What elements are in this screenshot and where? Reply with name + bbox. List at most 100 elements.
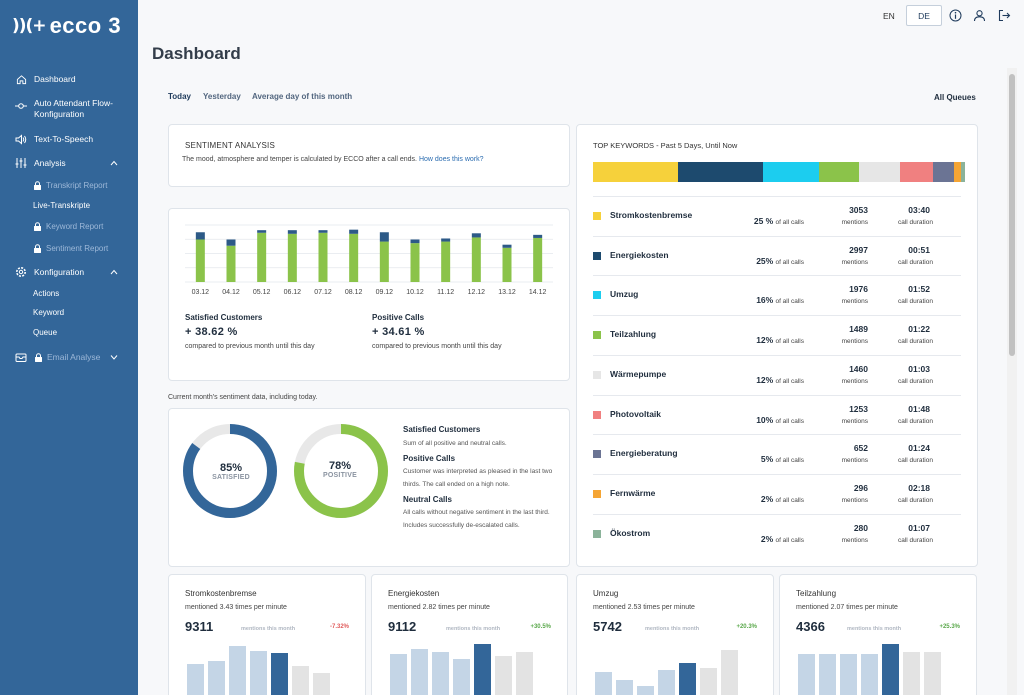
tab-yesterday[interactable]: Yesterday [203, 92, 241, 101]
lock-icon [34, 244, 41, 253]
queue-filter[interactable]: All Queues [934, 93, 976, 102]
sidebar-item-label: Email Analyse [47, 352, 101, 362]
keyword-duration: 00:51 [908, 244, 930, 255]
keyword-duration-label: call duration [897, 417, 933, 425]
keyword-share-segment [961, 162, 965, 182]
sidebar-item-email-analyse[interactable]: Email Analyse [0, 351, 138, 363]
mini-card-value: 9311 [185, 619, 214, 634]
sentiment-title: SENTIMENT ANALYSIS [185, 141, 275, 150]
keyword-duration: 02:18 [908, 482, 930, 493]
keyword-row[interactable]: Wärmepumpe 12% of all calls 1460 mentions 01… [593, 354, 961, 395]
lock-icon [34, 222, 41, 231]
keyword-mentions-label: mentions [841, 338, 868, 346]
logo[interactable]: ))(+ ecco 3 [12, 13, 121, 39]
mini-bar [819, 654, 836, 695]
positive-donut-pct: 78% [328, 460, 352, 472]
keyword-share-strip [593, 162, 965, 182]
keyword-name: Energiekosten [610, 249, 669, 260]
keyword-row[interactable]: Energieberatung 5% of all calls 652 mention… [593, 434, 961, 474]
logout-icon[interactable] [998, 9, 1011, 22]
logo-text: ecco 3 [49, 13, 122, 38]
keyword-row[interactable]: Umzug 16% of all calls 1976 mentions 01:52 ca… [593, 275, 961, 315]
keyword-mini-card[interactable]: Umzug mentioned 2.53 times per minute 5742… [576, 574, 774, 695]
keyword-row[interactable]: Energiekosten 25% of all calls 2997 mention… [593, 235, 961, 276]
keyword-row[interactable]: Ökostrom 2% of all calls 280 mentions 01:07 c… [593, 513, 961, 554]
how-does-this-work-link[interactable]: How does this work? [418, 156, 484, 163]
keyword-percent: 25% of all calls [756, 256, 804, 266]
sidebar-item-label: Text-To-Speech [34, 134, 94, 144]
sidebar-item-konfiguration[interactable]: Konfiguration [0, 266, 138, 278]
sidebar-item-dashboard[interactable]: Dashboard [0, 73, 138, 85]
positive-donut-label: POSITIVE [323, 472, 357, 479]
lock-icon [34, 181, 41, 190]
mini-card-delta: +20.3% [736, 624, 757, 630]
keyword-percent-label: of all calls [775, 496, 804, 504]
keyword-duration-label: call duration [897, 536, 933, 544]
keyword-row[interactable]: Photovoltaik 10% of all calls 1253 mentions… [593, 394, 961, 435]
keyword-color-square [593, 370, 601, 379]
keyword-mini-card[interactable]: Stromkostenbremse mentioned 3.43 times pe… [168, 574, 366, 695]
keyword-mentions-label: mentions [841, 377, 868, 385]
bar-blue [441, 238, 451, 242]
keyword-percent-label: of all calls [775, 219, 804, 226]
keyword-percent-value: 5% [760, 454, 774, 465]
donut-card: 85% SATISFIED 78% POSITIVE Satisfied Cus… [168, 408, 570, 567]
bar-blue [318, 230, 328, 233]
sidebar-item-label: Auto Attendant Flow-Konfiguration [34, 98, 113, 119]
mini-bar [516, 652, 533, 695]
mini-card-value: 5742 [593, 619, 622, 634]
speaker-icon [15, 133, 27, 145]
keyword-duration: 01:22 [908, 324, 930, 335]
lang-de-button[interactable]: DE [906, 5, 942, 26]
legend-neutral-title: Neutral Calls [403, 495, 452, 504]
sliders-icon [15, 157, 27, 169]
keyword-duration: 01:03 [908, 363, 930, 374]
keyword-row[interactable]: Fernwärme 2% of all calls 296 mentions 02:18… [593, 473, 961, 514]
mini-bar [271, 653, 288, 695]
tab-average-day[interactable]: Average day of this month [252, 92, 353, 101]
sidebar-item-keyword-report[interactable]: Keyword Report [33, 222, 103, 231]
mini-bar [924, 652, 941, 695]
mini-bar [453, 659, 470, 695]
lang-en-button[interactable]: EN [883, 11, 895, 21]
x-tick-label: 13.12 [498, 289, 516, 296]
bar-green [226, 245, 236, 282]
sidebar-item-live-transkripte[interactable]: Live-Transkripte [33, 201, 90, 210]
keyword-row[interactable]: Stromkostenbremse 25 % of all calls 3053 me… [593, 196, 961, 236]
legend-satisfied-title: Satisfied Customers [403, 425, 481, 434]
sidebar: ))(+ ecco 3 Dashboard Auto Attendant Flo… [0, 0, 138, 695]
x-tick-label: 03.12 [192, 289, 210, 296]
x-tick-label: 04.12 [222, 289, 240, 296]
mini-card-chart [798, 644, 941, 695]
tab-today[interactable]: Today [168, 92, 191, 101]
sidebar-item-sentiment-report[interactable]: Sentiment Report [33, 244, 108, 253]
chevron-up-icon [110, 159, 118, 168]
sidebar-item-analysis[interactable]: Analysis [0, 157, 138, 169]
x-tick-label: 07.12 [314, 289, 332, 296]
sidebar-item-queue[interactable]: Queue [33, 328, 57, 337]
keyword-share-segment [678, 162, 764, 182]
keyword-percent-label: of all calls [775, 536, 804, 544]
satisfied-label: Satisfied Customers [185, 313, 263, 322]
keyword-mentions: 1253 [849, 403, 868, 414]
keyword-mini-card[interactable]: Energiekosten mentioned 2.82 times per mi… [371, 574, 568, 695]
scrollbar-thumb[interactable] [1009, 74, 1015, 356]
sidebar-item-keyword[interactable]: Keyword [33, 308, 64, 317]
keyword-mini-card[interactable]: Teilzahlung mentioned 2.07 times per minu… [779, 574, 977, 695]
keyword-name: Teilzahlung [610, 329, 657, 340]
sidebar-item-tts[interactable]: Text-To-Speech [0, 133, 138, 145]
user-icon[interactable] [973, 9, 986, 22]
sidebar-item-transkript-report[interactable]: Transkript Report [33, 181, 108, 190]
keyword-percent: 2% of all calls [761, 534, 804, 544]
scrollbar[interactable] [1007, 68, 1017, 695]
donut-arc [294, 424, 388, 518]
bar-green [410, 243, 420, 282]
sidebar-item-actions[interactable]: Actions [33, 289, 59, 298]
keyword-row[interactable]: Teilzahlung 12% of all calls 1489 mentions 0… [593, 315, 961, 355]
keyword-mentions-label: mentions [841, 417, 868, 425]
positive-sub: compared to previous month until this da… [372, 343, 502, 350]
sidebar-item-auto-attendant[interactable]: Auto Attendant Flow-Konfiguration [0, 98, 138, 119]
info-icon[interactable] [949, 9, 962, 22]
mini-card-value: 9112 [388, 619, 417, 634]
mini-bar [861, 654, 878, 695]
